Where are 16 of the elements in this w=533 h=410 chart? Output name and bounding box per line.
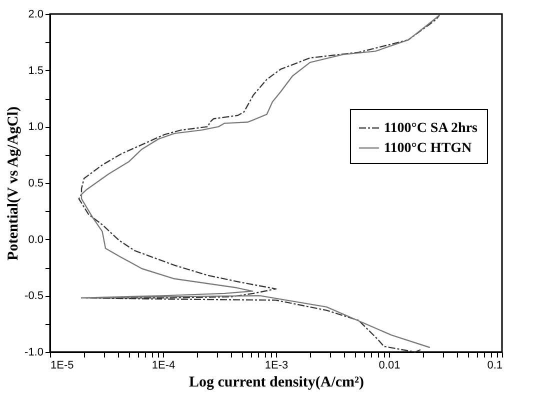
x-axis-title: Log current density(A/cm²) (188, 374, 364, 390)
legend-label: 1100°C HTGN (384, 141, 472, 156)
legend-label: 1100°C SA 2hrs (384, 121, 478, 136)
x-tick-label: 1E-5 (50, 360, 74, 372)
x-tick-label: 1E-4 (152, 360, 176, 372)
y-tick-label: -0.5 (24, 290, 44, 302)
y-axis-title: Potential(V vs Ag/AgCl) (6, 106, 22, 260)
y-tick-label: 0.0 (28, 234, 44, 246)
y-tick-label: 1.0 (28, 121, 44, 134)
y-tick-label: 0.5 (28, 178, 44, 190)
x-tick-label: 1E-3 (264, 360, 288, 372)
x-tick-label: 0.01 (378, 360, 400, 372)
y-tick-label: 2.0 (28, 8, 44, 20)
y-tick-label: 1.5 (28, 64, 44, 77)
x-tick-label: 0.1 (487, 360, 502, 372)
y-tick-label: -1.0 (24, 346, 44, 358)
